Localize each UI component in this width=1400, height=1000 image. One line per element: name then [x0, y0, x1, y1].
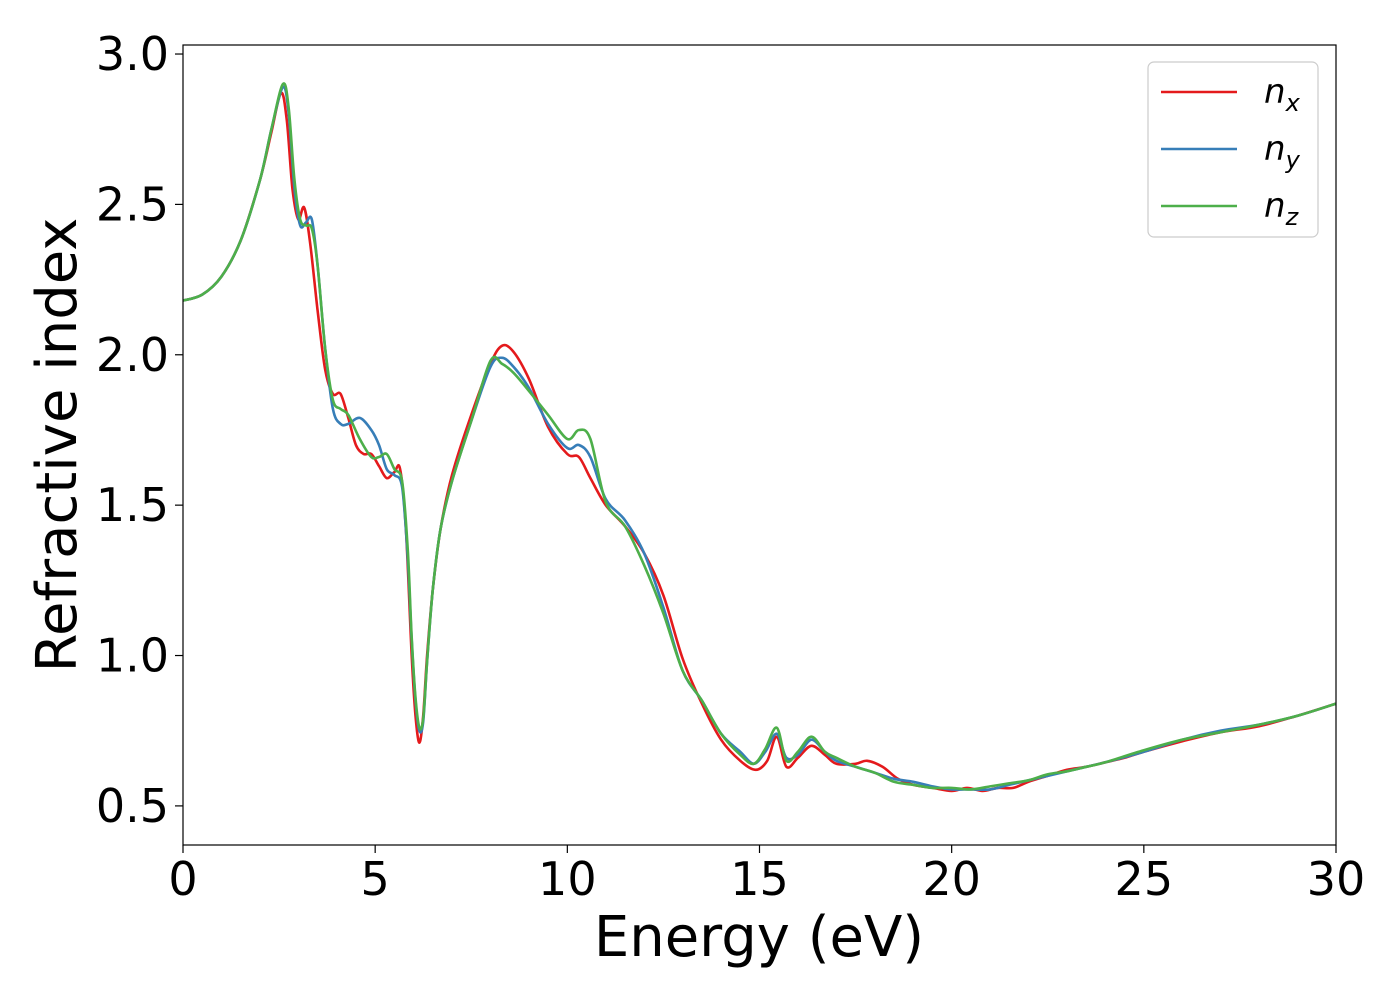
x-tick-label: 20 — [922, 852, 981, 906]
x-tick-label: 25 — [1115, 852, 1174, 906]
plot-background — [183, 45, 1336, 845]
y-axis-title: Refractive index — [25, 218, 90, 673]
series-layer — [182, 82, 1337, 793]
y-tick-label: 1.5 — [96, 478, 169, 532]
series-line-nz — [182, 82, 1337, 791]
y-tick-label: 2.5 — [96, 177, 169, 231]
x-axis-title: Energy (eV) — [594, 905, 924, 970]
y-tick-label: 2.0 — [96, 328, 169, 382]
y-tick-label: 1.0 — [96, 629, 169, 683]
y-axis-ticks: 0.5 1.0 1.5 2.0 2.5 3.0 — [96, 27, 183, 833]
x-tick-label: 10 — [538, 852, 597, 906]
y-tick-label: 3.0 — [96, 27, 169, 81]
x-tick-label: 15 — [730, 852, 789, 906]
x-axis-ticks: 0 5 10 15 20 25 30 — [168, 845, 1365, 906]
x-tick-label: 5 — [361, 852, 390, 906]
x-tick-label: 0 — [168, 852, 197, 906]
x-tick-label: 30 — [1307, 852, 1366, 906]
y-tick-label: 0.5 — [96, 779, 169, 833]
